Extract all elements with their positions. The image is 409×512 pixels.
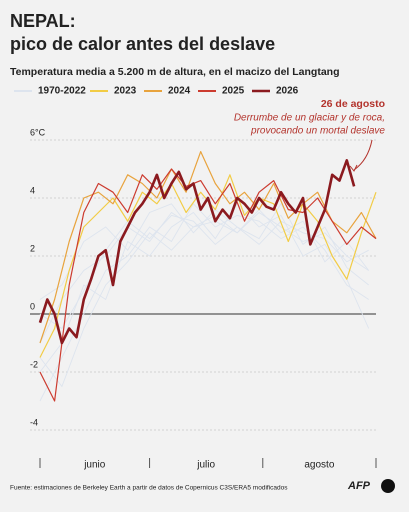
plot: -4 -2 0 2 4 6°C junio julio agosto: [30, 127, 377, 471]
y-tick-label: 2: [30, 243, 35, 253]
annotation-text: Derrumbe de un glaciar y de roca,: [234, 113, 385, 124]
legend: 1970-2022 2023 2024 2025 2026: [14, 86, 299, 97]
legend-label: 2025: [222, 86, 245, 97]
logo: AFP: [347, 480, 371, 492]
y-tick-label: -4: [30, 417, 38, 427]
chart-title: pico de calor antes del deslave: [10, 34, 275, 54]
subtitle: Temperatura media a 5.200 m de altura, e…: [10, 66, 340, 78]
series-line: [38, 159, 356, 345]
y-tick-label: 0: [30, 301, 35, 311]
annotation-title: 26 de agosto: [321, 98, 385, 110]
y-tick-label: 4: [30, 185, 35, 195]
annotation-arrowhead: [349, 164, 358, 172]
x-tick-label: julio: [196, 460, 215, 471]
legend-label: 2026: [276, 86, 299, 97]
source: Fuente: estimaciones de Berkeley Earth a…: [10, 485, 288, 492]
annotation-arrow: [353, 139, 373, 171]
background-line: [39, 208, 370, 388]
legend-label: 1970-2022: [38, 86, 86, 97]
legend-label: 2024: [168, 86, 191, 97]
chart-title: NEPAL:: [10, 11, 76, 31]
y-tick-label: -2: [30, 359, 38, 369]
background-line: [39, 203, 370, 373]
y-tick-label: 6°C: [30, 127, 46, 137]
logo-mark: [381, 479, 395, 493]
series-line: [39, 168, 377, 402]
legend-label: 2023: [114, 86, 137, 97]
series-line: [39, 151, 377, 344]
annotation-text: provocando un mortal deslave: [250, 126, 385, 137]
x-tick-label: junio: [83, 460, 106, 471]
x-tick-label: agosto: [304, 460, 334, 471]
